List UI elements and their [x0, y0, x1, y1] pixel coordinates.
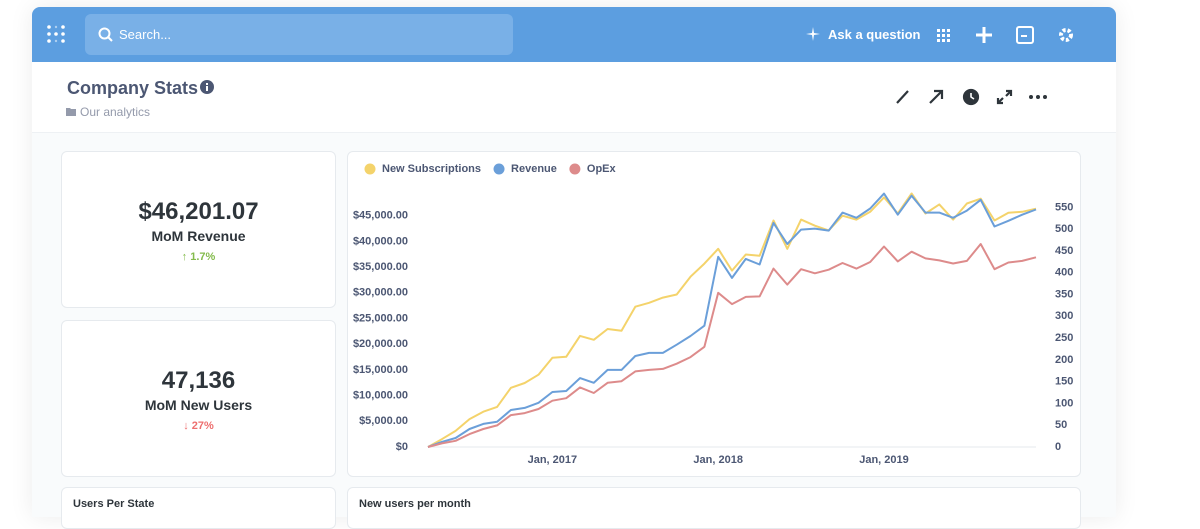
nav-icons[interactable]	[932, 24, 1082, 46]
metric-label: MoM New Users	[144, 397, 253, 413]
y2-tick-label: 50	[1055, 419, 1067, 431]
y2-tick-label: 350	[1055, 288, 1073, 300]
y-tick-label: $30,000.00	[353, 287, 408, 299]
metric-card[interactable]: 47,136 MoM New Users ↓ 27%	[61, 320, 336, 477]
series-line	[427, 192, 1037, 448]
y-tick-label: $35,000.00	[353, 261, 408, 273]
series-line	[427, 192, 1037, 448]
legend-label: New Subscriptions	[382, 163, 481, 175]
y2-tick-label: 0	[1055, 441, 1061, 453]
y2-tick-label: 250	[1055, 332, 1073, 344]
metric-change: ↓ 27%	[62, 420, 335, 432]
x-tick-label: Jan, 2018	[693, 454, 743, 466]
metric-label: MoM Revenue	[151, 228, 246, 244]
y-tick-label: $0	[396, 441, 408, 453]
legend-dot	[493, 163, 505, 175]
plus-sparkle	[806, 27, 820, 41]
up-arrow: ↑	[181, 251, 191, 263]
dashboard-title: Company Stats	[67, 78, 199, 98]
down-arrow: ↓	[183, 420, 192, 432]
x-tick-label: Jan, 2019	[859, 454, 909, 466]
y-tick-label: $20,000.00	[353, 338, 408, 350]
y2-tick-label: 550	[1055, 201, 1073, 213]
legend-label: OpEx	[587, 163, 617, 175]
nav-bar: Search... Ask a question	[32, 7, 1116, 62]
bottom-card[interactable]: Users Per State	[61, 487, 336, 529]
metric-value: $46,201.07	[138, 198, 259, 225]
chart-card[interactable]: $0 $5,000.00 $10,000.00 $15,000.00 $20,000.0…	[347, 151, 1081, 477]
change-value: 1.7%	[190, 251, 216, 263]
collection-name[interactable]: Our analytics	[80, 105, 151, 119]
y2-tick-label: 150	[1055, 376, 1073, 388]
y-tick-label: $5,000.00	[359, 415, 408, 427]
folder-icon	[66, 108, 76, 116]
y-tick-label: $45,000.00	[353, 210, 408, 222]
y2-tick-label: 400	[1055, 267, 1073, 279]
legend-label: Revenue	[511, 163, 557, 175]
metric-change: ↑ 1.7%	[62, 251, 335, 263]
search-placeholder: Search...	[119, 27, 172, 42]
y2-tick-label: 300	[1055, 310, 1073, 322]
dashboard-header: Company Stats Our analytics	[32, 62, 1116, 133]
legend-dot	[569, 163, 581, 175]
header-actions[interactable]	[892, 86, 1062, 108]
ask-question[interactable]: Ask a question	[828, 27, 921, 42]
page: Search... Ask a question Company Stats O…	[32, 7, 1116, 529]
line-chart: $0 $5,000.00 $10,000.00 $15,000.00 $20,000.0…	[353, 163, 1073, 466]
card-title: New users per month	[359, 498, 471, 510]
change-value: 27%	[191, 420, 214, 432]
series-line	[427, 243, 1037, 448]
y2-tick-label: 100	[1055, 397, 1073, 409]
y-tick-label: $25,000.00	[353, 312, 408, 324]
y-tick-label: $10,000.00	[353, 390, 408, 402]
x-tick-label: Jan, 2017	[528, 454, 578, 466]
metric-value: 47,136	[161, 367, 236, 394]
y-tick-label: $40,000.00	[353, 235, 408, 247]
info-icon[interactable]	[200, 80, 214, 94]
search-box[interactable]: Search...	[85, 14, 513, 55]
legend-dot	[364, 163, 376, 175]
bottom-card[interactable]: New users per month	[347, 487, 1081, 529]
y2-tick-label: 200	[1055, 354, 1073, 366]
y2-tick-label: 450	[1055, 245, 1073, 257]
y-tick-label: $15,000.00	[353, 364, 408, 376]
y2-tick-label: 500	[1055, 223, 1073, 235]
search-icon	[98, 27, 113, 42]
card-title: Users Per State	[73, 498, 155, 510]
logo	[47, 25, 65, 43]
metric-card[interactable]: $46,201.07 MoM Revenue ↑ 1.7%	[61, 151, 336, 308]
